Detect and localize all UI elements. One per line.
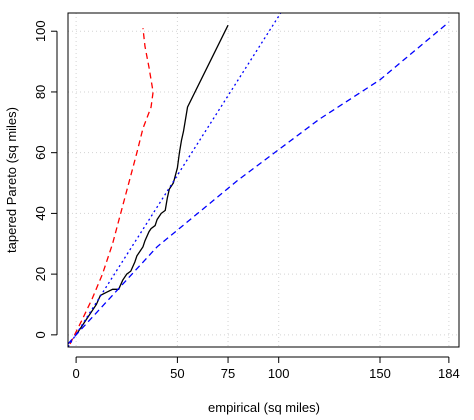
series-line-2 [69, 28, 154, 345]
x-tick-label: 0 [72, 366, 79, 381]
y-tick-label: 80 [33, 85, 48, 99]
y-tick-label: 60 [33, 145, 48, 159]
y-tick-label: 40 [33, 206, 48, 220]
x-tick-label: 100 [268, 366, 290, 381]
series-line-3 [67, 12, 282, 348]
x-axis-label: empirical (sq miles) [208, 400, 320, 415]
series-lines [67, 12, 450, 348]
x-tick-label: 150 [369, 366, 391, 381]
x-tick-label: 50 [170, 366, 184, 381]
y-tick-label: 100 [33, 20, 48, 42]
grid [68, 13, 459, 347]
y-axis: 0 20 40 60 80 100 [33, 20, 58, 338]
y-tick-label: 0 [33, 331, 48, 338]
x-tick-label: 75 [221, 366, 235, 381]
x-tick-label: 184 [438, 366, 460, 381]
series-line-4 [67, 21, 450, 345]
x-axis: 0 50 75 100 150 184 [72, 356, 460, 381]
y-axis-label: tapered Pareto (sq miles) [4, 107, 19, 253]
series-line-1 [75, 24, 229, 336]
plot-frame [67, 12, 460, 348]
y-tick-label: 20 [33, 267, 48, 281]
